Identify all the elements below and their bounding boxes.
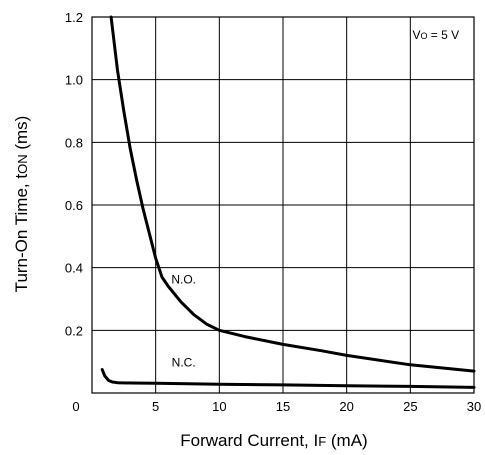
series-label-nc: N.C.	[172, 355, 196, 369]
series-label-no: N.O.	[171, 272, 196, 286]
y-tick-label: 0.8	[65, 135, 83, 150]
y-tick-label: 0.4	[65, 261, 83, 276]
plot-frame	[91, 16, 475, 394]
y-tick-label: 1.2	[65, 10, 83, 25]
series-line-nc	[100, 368, 476, 389]
x-tick-label: 25	[403, 399, 417, 414]
x-tick-label: 15	[276, 399, 290, 414]
x-tick-label: 20	[339, 399, 353, 414]
x-tick-label: 5	[152, 399, 159, 414]
y-tick-label: 0.6	[65, 198, 83, 213]
y-tick-label: 1.0	[65, 73, 83, 88]
series-line-no	[109, 15, 476, 373]
series-labels: N.O. N.C.	[171, 272, 196, 369]
series-layer	[100, 15, 476, 389]
y-tick-label: 0.2	[65, 323, 83, 338]
y-axis-label: Turn-On Time, tON (ms)	[12, 116, 31, 293]
x-axis-label: Forward Current, IF (mA)	[180, 431, 367, 450]
x-tick-label: 0	[72, 399, 79, 414]
x-tick-label: 30	[467, 399, 481, 414]
vo-annotation: VO = 5 V	[412, 28, 459, 42]
x-tick-label: 10	[212, 399, 226, 414]
tick-labels: 0 5 10 15 20 25 30 0.2 0.4 0.6 0.8 1.0 1.2	[65, 10, 481, 414]
grid-lines	[92, 17, 474, 393]
